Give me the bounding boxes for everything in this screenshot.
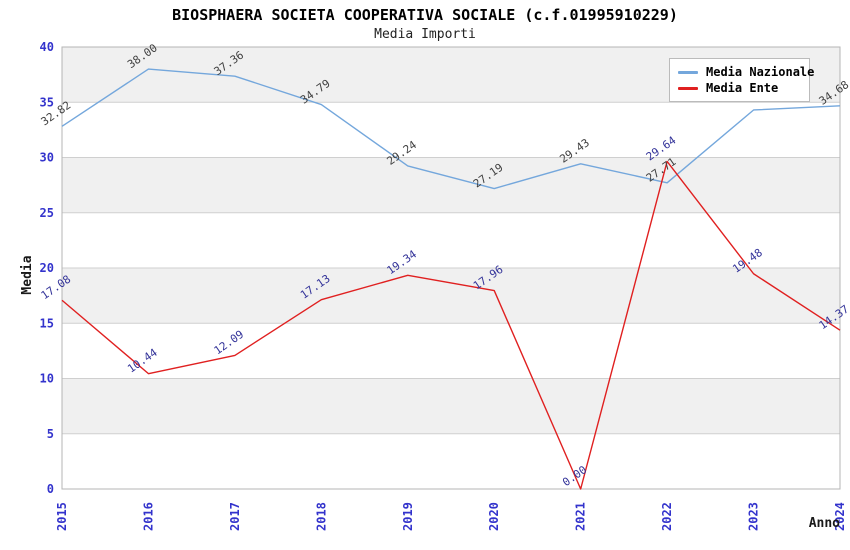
plot-band: [62, 157, 840, 213]
y-tick-label: 40: [40, 40, 54, 54]
x-tick-label: 2024: [833, 502, 847, 531]
x-tick-label: 2016: [141, 502, 155, 531]
y-tick-label: 10: [40, 372, 54, 386]
y-axis-label: Media: [20, 255, 35, 295]
plot-band: [62, 433, 840, 489]
x-tick-label: 2022: [660, 502, 674, 531]
x-tick-label: 2023: [747, 502, 761, 531]
legend-label-media-nazionale: Media Nazionale: [706, 65, 815, 79]
plot-band: [62, 323, 840, 379]
chart-subtitle: Media Importi: [374, 27, 476, 42]
plot-band: [62, 102, 840, 158]
plot-band: [62, 378, 840, 434]
legend: Media Nazionale Media Ente: [669, 58, 814, 102]
x-tick-label: 2019: [401, 502, 415, 531]
y-tick-label: 0: [47, 482, 54, 496]
x-tick-label: 2017: [228, 502, 242, 531]
media-nazionale-line-swatch: [678, 70, 698, 74]
y-tick-label: 20: [40, 261, 54, 275]
series-line-media-nazionale: [61, 68, 841, 190]
legend-item-media-nazionale: Media Nazionale: [678, 64, 814, 80]
series-line-media-ente: [61, 160, 841, 490]
media-ente-line-swatch: [678, 86, 698, 90]
plot-border: [61, 46, 841, 490]
y-tick-label: 5: [47, 427, 54, 441]
y-tick-label: 25: [40, 206, 54, 220]
y-tick-label: 30: [40, 151, 54, 165]
legend-label-media-ente: Media Ente: [706, 81, 779, 95]
y-tick-label: 15: [40, 316, 54, 330]
chart-title: BIOSPHAERA SOCIETA COOPERATIVA SOCIALE (…: [172, 6, 678, 24]
x-tick-label: 2018: [314, 502, 328, 531]
legend-item-media-ente: Media Ente: [678, 80, 801, 96]
y-tick-label: 35: [40, 95, 54, 109]
x-tick-label: 2021: [574, 502, 588, 531]
x-axis-label: Anno: [808, 516, 840, 531]
plot-band: [62, 212, 840, 268]
plot-band: [62, 268, 840, 324]
x-tick-label: 2020: [487, 502, 501, 531]
x-tick-label: 2015: [55, 502, 69, 531]
